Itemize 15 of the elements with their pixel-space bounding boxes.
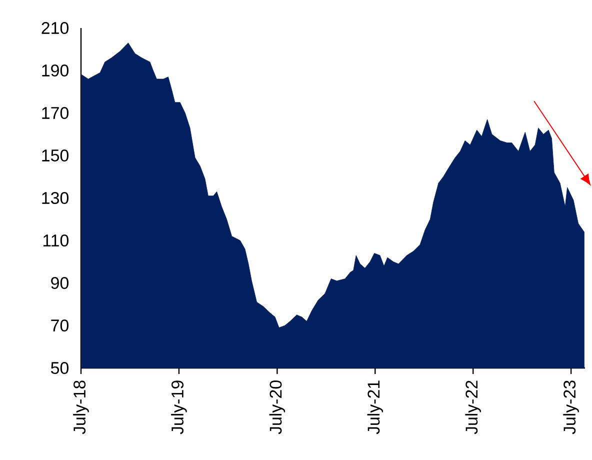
y-tick-label: 130 — [42, 192, 68, 204]
y-tick-label: 190 — [42, 64, 68, 76]
x-tick-label: July-19 — [171, 380, 187, 434]
y-tick-label: 210 — [42, 22, 68, 34]
y-tick-label: 50 — [50, 362, 68, 374]
y-tick-label: 150 — [42, 150, 68, 162]
x-tick-label: July-23 — [563, 380, 579, 434]
y-tick-label: 170 — [42, 107, 68, 119]
x-tick-label: July-22 — [465, 380, 481, 434]
y-tick-label: 110 — [43, 234, 68, 246]
x-tick-label: July-20 — [269, 380, 286, 434]
y-tick-label: 90 — [51, 277, 68, 289]
y-tick-label: 70 — [51, 320, 68, 332]
x-tick-label: July-21 — [367, 380, 384, 434]
x-tick-label: July-18 — [73, 380, 89, 434]
